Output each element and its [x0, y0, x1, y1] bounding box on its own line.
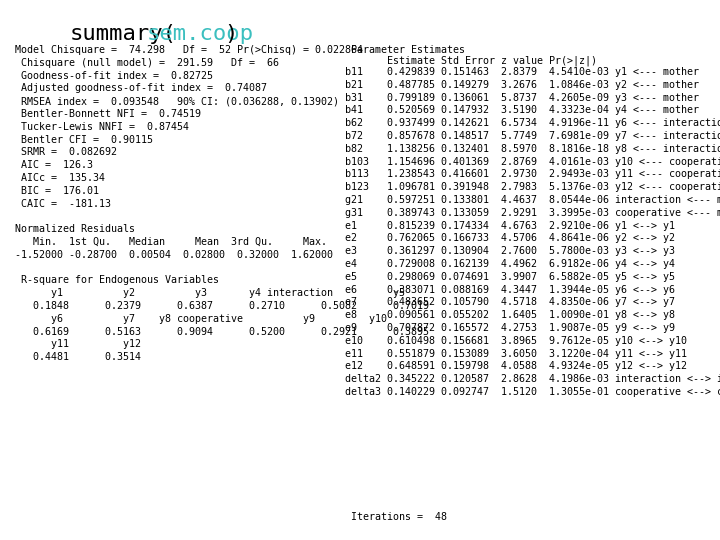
Text: Estimate Std Error z value Pr(>|z|): Estimate Std Error z value Pr(>|z|) — [345, 56, 597, 66]
Text: ): ) — [224, 24, 238, 44]
Text: sem.coop: sem.coop — [147, 24, 254, 44]
Text: b11    0.429839 0.151463  2.8379  4.5410e-03 y1 <--- mother
b21    0.487785 0.14: b11 0.429839 0.151463 2.8379 4.5410e-03 … — [345, 67, 720, 397]
Text: Iterations =  48: Iterations = 48 — [345, 512, 447, 522]
Text: Parameter Estimates: Parameter Estimates — [345, 45, 465, 55]
Text: Model Chisquare =  74.298   Df =  52 Pr(>Chisq) = 0.022864
 Chisquare (null mode: Model Chisquare = 74.298 Df = 52 Pr(>Chi… — [15, 45, 429, 362]
Text: summary(: summary( — [70, 24, 177, 44]
